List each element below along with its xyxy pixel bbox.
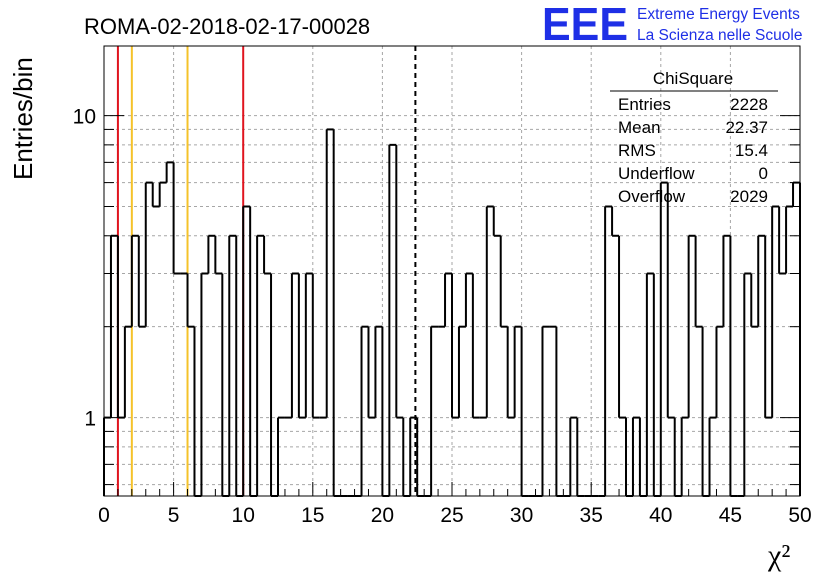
x-tick-label: 45 [719, 504, 742, 527]
stats-label-overflow: Overflow [618, 187, 686, 206]
stats-value-mean: 22.37 [725, 118, 768, 137]
y-tick-label: 10 [73, 106, 96, 129]
stats-title: ChiSquare [653, 69, 733, 88]
stats-box: ChiSquare Entries 2228 Mean 22.37 RMS 15… [610, 69, 778, 206]
tick-labels: 0 5 10 15 20 25 30 35 40 45 50 1 10 [73, 106, 812, 527]
axis-ticks [103, 115, 801, 496]
logo-mark: EEE [542, 0, 628, 50]
reference-lines [116, 46, 417, 496]
x-tick-label: 20 [371, 504, 394, 527]
logo-line-1: Extreme Energy Events [637, 6, 800, 23]
stats-value-rms: 15.4 [735, 141, 768, 160]
x-tick-label: 25 [440, 504, 463, 527]
x-tick-label: 5 [168, 504, 180, 527]
x-tick-label: 30 [510, 504, 533, 527]
stats-value-entries: 2228 [730, 95, 768, 114]
y-axis-label: Entries/bin [8, 57, 38, 180]
x-tick-label: 50 [788, 504, 811, 527]
stats-label-mean: Mean [618, 118, 661, 137]
stats-label-underflow: Underflow [618, 164, 695, 183]
logo-line-2: La Scienza nelle Scuole [637, 27, 802, 44]
stats-label-rms: RMS [618, 141, 656, 160]
y-tick-label: 1 [84, 408, 96, 431]
x-tick-label: 10 [232, 504, 255, 527]
x-tick-label: 15 [301, 504, 324, 527]
x-tick-label: 0 [98, 504, 110, 527]
stats-value-overflow: 2029 [730, 187, 768, 206]
x-axis-label: χ² [767, 539, 790, 572]
x-tick-label: 35 [580, 504, 603, 527]
x-tick-label: 40 [649, 504, 672, 527]
stats-label-entries: Entries [618, 95, 671, 114]
chart-title: ROMA-02-2018-02-17-00028 [84, 14, 370, 39]
stats-value-underflow: 0 [759, 164, 768, 183]
eee-logo: EEE Extreme Energy Events La Scienza nel… [542, 0, 802, 50]
